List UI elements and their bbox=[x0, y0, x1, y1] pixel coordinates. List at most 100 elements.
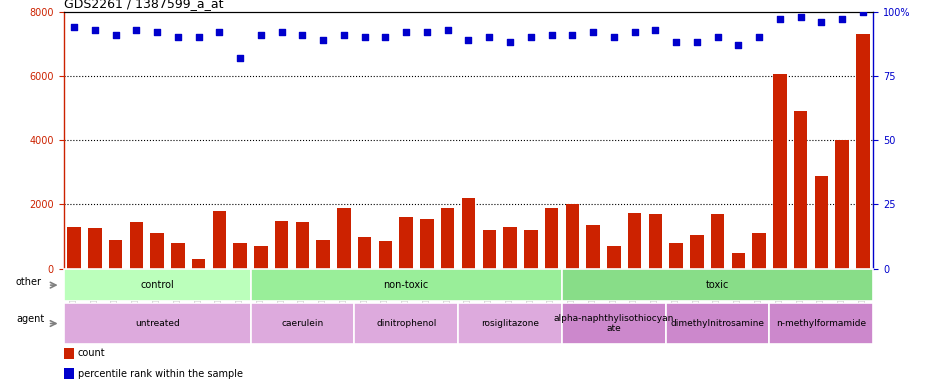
Bar bbox=[233, 243, 247, 269]
Point bbox=[377, 34, 392, 40]
Text: dimethylnitrosamine: dimethylnitrosamine bbox=[670, 319, 764, 328]
Bar bbox=[772, 74, 786, 269]
Bar bbox=[192, 259, 205, 269]
Text: dinitrophenol: dinitrophenol bbox=[375, 319, 436, 328]
Bar bbox=[648, 214, 662, 269]
Bar bbox=[793, 111, 807, 269]
Bar bbox=[441, 208, 454, 269]
Bar bbox=[665, 303, 768, 344]
Bar bbox=[337, 208, 350, 269]
Bar bbox=[562, 269, 872, 301]
Bar bbox=[813, 175, 827, 269]
Bar bbox=[419, 219, 433, 269]
Point bbox=[626, 29, 641, 35]
Bar bbox=[109, 240, 123, 269]
Point bbox=[606, 34, 621, 40]
Text: rosiglitazone: rosiglitazone bbox=[480, 319, 538, 328]
Bar bbox=[171, 243, 184, 269]
Point bbox=[315, 37, 330, 43]
Point bbox=[792, 13, 807, 20]
Point bbox=[522, 34, 537, 40]
Bar bbox=[64, 368, 74, 379]
Point bbox=[502, 39, 517, 45]
Bar bbox=[607, 246, 620, 269]
Bar bbox=[212, 211, 226, 269]
Bar bbox=[399, 217, 413, 269]
Bar bbox=[358, 237, 371, 269]
Text: non-toxic: non-toxic bbox=[383, 280, 429, 290]
Text: toxic: toxic bbox=[705, 280, 728, 290]
Bar bbox=[254, 246, 268, 269]
Bar bbox=[835, 140, 848, 269]
Bar bbox=[378, 242, 392, 269]
Point bbox=[834, 16, 849, 22]
Bar bbox=[856, 34, 869, 269]
Point bbox=[232, 55, 247, 61]
Point bbox=[544, 31, 559, 38]
Bar bbox=[461, 198, 475, 269]
Point bbox=[709, 34, 724, 40]
Bar bbox=[523, 230, 537, 269]
Text: other: other bbox=[16, 277, 42, 287]
Bar bbox=[64, 269, 250, 301]
Point bbox=[585, 29, 600, 35]
Bar bbox=[710, 214, 724, 269]
Point bbox=[668, 39, 683, 45]
Point bbox=[440, 26, 455, 33]
Bar bbox=[503, 227, 517, 269]
Bar bbox=[150, 233, 164, 269]
Point bbox=[399, 29, 414, 35]
Text: control: control bbox=[140, 280, 174, 290]
Point bbox=[647, 26, 662, 33]
Point bbox=[855, 8, 870, 15]
Bar bbox=[64, 303, 250, 344]
Text: n-methylformamide: n-methylformamide bbox=[776, 319, 866, 328]
Point bbox=[253, 31, 268, 38]
Point bbox=[295, 31, 310, 38]
Point bbox=[771, 16, 786, 22]
Bar bbox=[668, 243, 682, 269]
Bar bbox=[458, 303, 562, 344]
Bar bbox=[627, 212, 640, 269]
Bar bbox=[250, 303, 354, 344]
Text: percentile rank within the sample: percentile rank within the sample bbox=[78, 369, 242, 379]
Bar bbox=[354, 303, 458, 344]
Point bbox=[191, 34, 206, 40]
Bar bbox=[296, 222, 309, 269]
Bar bbox=[768, 303, 872, 344]
Point bbox=[813, 19, 828, 25]
Bar bbox=[88, 228, 101, 269]
Point bbox=[129, 26, 144, 33]
Bar bbox=[752, 233, 765, 269]
Point bbox=[730, 42, 745, 48]
Point bbox=[66, 24, 81, 30]
Point bbox=[87, 26, 102, 33]
Text: count: count bbox=[78, 348, 105, 358]
Point bbox=[751, 34, 766, 40]
Text: agent: agent bbox=[16, 314, 44, 324]
Point bbox=[336, 31, 351, 38]
Text: alpha-naphthylisothiocyan
ate: alpha-naphthylisothiocyan ate bbox=[553, 314, 673, 333]
Bar bbox=[482, 230, 495, 269]
Bar bbox=[316, 240, 329, 269]
Point bbox=[212, 29, 227, 35]
Bar bbox=[544, 208, 558, 269]
Point bbox=[461, 37, 475, 43]
Bar bbox=[250, 269, 562, 301]
Point bbox=[170, 34, 185, 40]
Bar bbox=[565, 205, 578, 269]
Bar bbox=[562, 303, 665, 344]
Bar bbox=[586, 225, 599, 269]
Bar bbox=[274, 220, 288, 269]
Point bbox=[564, 31, 579, 38]
Point bbox=[150, 29, 165, 35]
Point bbox=[419, 29, 434, 35]
Bar bbox=[129, 222, 143, 269]
Text: GDS2261 / 1387599_a_at: GDS2261 / 1387599_a_at bbox=[64, 0, 223, 10]
Point bbox=[108, 31, 123, 38]
Text: untreated: untreated bbox=[135, 319, 180, 328]
Point bbox=[357, 34, 372, 40]
Text: caerulein: caerulein bbox=[281, 319, 323, 328]
Bar bbox=[731, 253, 744, 269]
Bar bbox=[67, 227, 80, 269]
